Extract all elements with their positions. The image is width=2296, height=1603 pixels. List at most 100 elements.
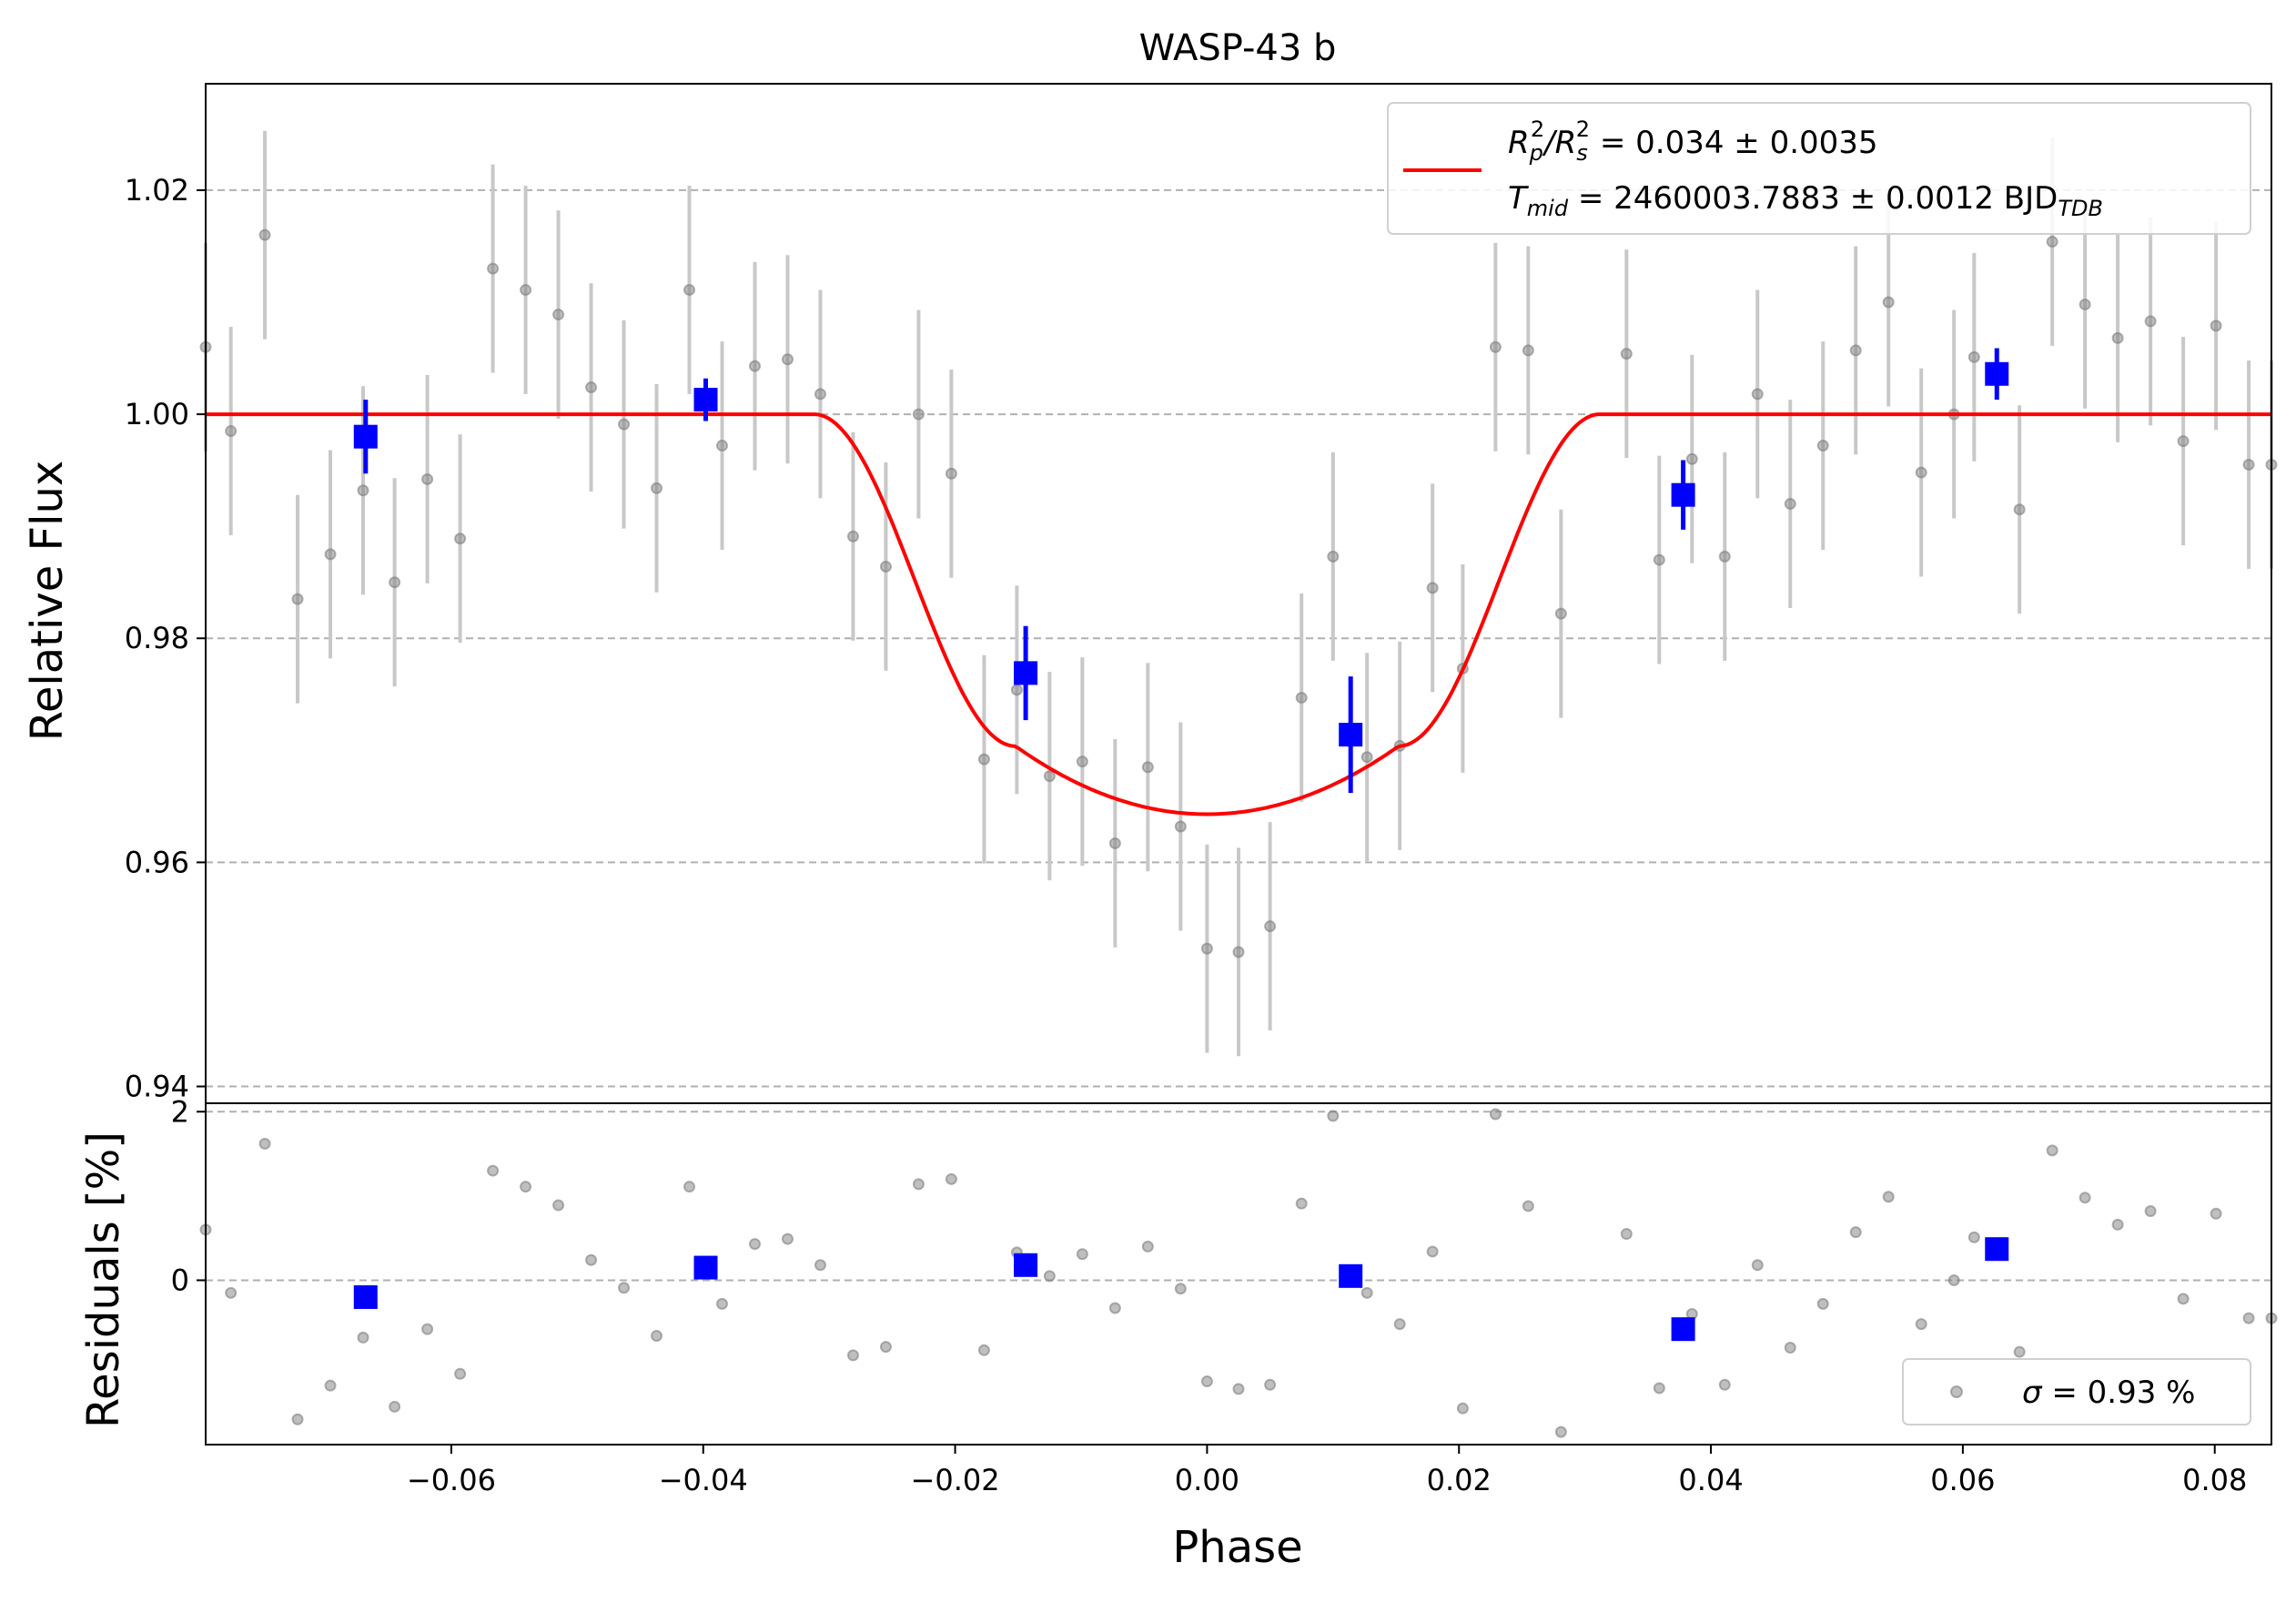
residuals-raw-point xyxy=(258,1137,271,1150)
flux-binned-point xyxy=(1671,482,1695,507)
residuals-raw-point xyxy=(1554,1425,1567,1438)
residuals-raw-point xyxy=(2210,1207,2222,1220)
flux-raw-point xyxy=(912,408,925,421)
residuals-raw-point xyxy=(1295,1197,1308,1210)
flux-raw-point xyxy=(1685,452,1698,465)
residuals-raw-point xyxy=(2046,1144,2058,1157)
flux-raw-point xyxy=(781,353,794,366)
flux-raw-point xyxy=(291,593,304,605)
flux-raw-point xyxy=(716,440,728,452)
residuals-raw-point xyxy=(1882,1191,1895,1203)
flux-binned-points xyxy=(353,348,2009,794)
flux-raw-point xyxy=(618,418,631,431)
residuals-raw-point xyxy=(912,1178,925,1191)
residuals-raw-point xyxy=(487,1164,500,1177)
residuals-y-ticks: 02 xyxy=(171,1094,206,1297)
residuals-raw-point xyxy=(814,1259,826,1272)
residuals-raw-point xyxy=(651,1330,663,1343)
residuals-raw-point xyxy=(357,1331,369,1344)
residuals-raw-point xyxy=(2242,1312,2255,1324)
residuals-raw-point xyxy=(324,1379,337,1392)
residuals-binned-point xyxy=(693,1255,718,1280)
residuals-legend: σ = 0.93 % xyxy=(1902,1358,2251,1425)
flux-raw-point xyxy=(1718,550,1731,563)
flux-raw-point xyxy=(1554,607,1567,620)
flux-raw-point xyxy=(1849,344,1862,357)
x-tick-label: 0.00 xyxy=(1175,1463,1239,1497)
flux-raw-point xyxy=(2144,315,2157,328)
flux-y-tick-label: 1.00 xyxy=(125,397,189,431)
flux-raw-point xyxy=(2046,236,2058,249)
residuals-raw-point xyxy=(1718,1378,1731,1391)
flux-raw-point xyxy=(1751,388,1764,401)
residuals-raw-point xyxy=(1947,1273,1960,1286)
residuals-raw-point xyxy=(716,1297,728,1310)
residuals-legend-box xyxy=(1902,1358,2251,1425)
flux-y-tick-label: 1.02 xyxy=(125,173,189,208)
x-tick-label: −0.06 xyxy=(407,1463,496,1497)
flux-raw-point xyxy=(487,262,500,275)
residuals-raw-point xyxy=(846,1349,859,1362)
flux-raw-point xyxy=(258,228,271,241)
flux-y-tick-label: 0.98 xyxy=(125,621,189,655)
residuals-raw-point xyxy=(421,1323,434,1335)
flux-raw-point xyxy=(683,283,696,296)
residuals-y-tick-label: 0 xyxy=(171,1263,189,1297)
residuals-raw-point xyxy=(1653,1382,1665,1395)
flux-raw-point xyxy=(1076,756,1088,768)
flux-raw-point xyxy=(651,482,663,494)
flux-binned-point xyxy=(693,388,718,412)
flux-raw-point xyxy=(2177,435,2190,448)
residuals-binned-point xyxy=(1985,1237,2009,1262)
residuals-raw-point xyxy=(225,1286,238,1299)
flux-raw-point xyxy=(1295,691,1308,704)
residuals-raw-point xyxy=(1108,1302,1121,1314)
x-tick-label: −0.02 xyxy=(911,1463,1000,1497)
flux-raw-point xyxy=(1327,550,1340,563)
flux-raw-point xyxy=(585,381,598,394)
residuals-binned-points xyxy=(353,1237,2009,1342)
flux-y-tick-label: 0.96 xyxy=(125,845,189,879)
flux-raw-point xyxy=(324,548,337,561)
residuals-raw-point xyxy=(1200,1375,1213,1388)
flux-raw-point xyxy=(846,530,859,543)
flux-raw-point xyxy=(1653,553,1665,566)
flux-raw-point xyxy=(1784,498,1796,511)
residuals-raw-point xyxy=(291,1413,304,1425)
residuals-raw-point xyxy=(2079,1192,2091,1204)
residuals-binned-point xyxy=(353,1284,378,1309)
flux-raw-point xyxy=(1174,820,1187,833)
flux-raw-point xyxy=(1232,946,1245,959)
x-tick-label: −0.04 xyxy=(659,1463,748,1497)
residuals-raw-point xyxy=(1393,1318,1406,1331)
flux-raw-point xyxy=(225,425,238,438)
x-tick-label: 0.02 xyxy=(1427,1463,1492,1497)
flux-raw-point xyxy=(1360,751,1373,764)
flux-legend: Rp2/Rs2 = 0.034 ± 0.0035 Tmid = 2460003.… xyxy=(1387,102,2251,235)
residuals-raw-point xyxy=(585,1253,598,1266)
flux-binned-point xyxy=(1014,661,1038,685)
flux-legend-label-1: Rp2/Rs2 = 0.034 ± 0.0035 xyxy=(1508,117,1878,166)
flux-raw-point xyxy=(1489,340,1502,353)
residuals-raw-point xyxy=(1360,1286,1373,1299)
flux-binned-point xyxy=(1339,723,1363,747)
residuals-raw-point xyxy=(1816,1297,1829,1310)
flux-y-ticks: 0.94 0.96 0.98 1.00 1.02 xyxy=(125,173,206,1104)
flux-legend-label-2: Tmid = 2460003.7883 ± 0.0012 BJDTDB xyxy=(1508,180,2103,221)
residuals-raw-point xyxy=(748,1238,761,1251)
residuals-raw-point xyxy=(1489,1108,1502,1121)
flux-raw-point xyxy=(945,467,957,480)
flux-raw-point xyxy=(977,753,990,766)
flux-raw-point xyxy=(1522,344,1534,357)
x-tick-label: 0.08 xyxy=(2182,1463,2247,1497)
flux-y-tick-label: 0.94 xyxy=(125,1070,189,1104)
residuals-raw-point xyxy=(1784,1342,1796,1354)
residuals-raw-point xyxy=(781,1233,794,1245)
flux-raw-point xyxy=(1967,350,1980,363)
flux-raw-point xyxy=(2242,458,2255,471)
flux-raw-point xyxy=(879,560,892,573)
flux-raw-point xyxy=(2210,320,2222,332)
residuals-raw-point xyxy=(389,1400,401,1413)
residuals-binned-point xyxy=(1671,1317,1695,1342)
residuals-raw-point xyxy=(1043,1270,1056,1283)
